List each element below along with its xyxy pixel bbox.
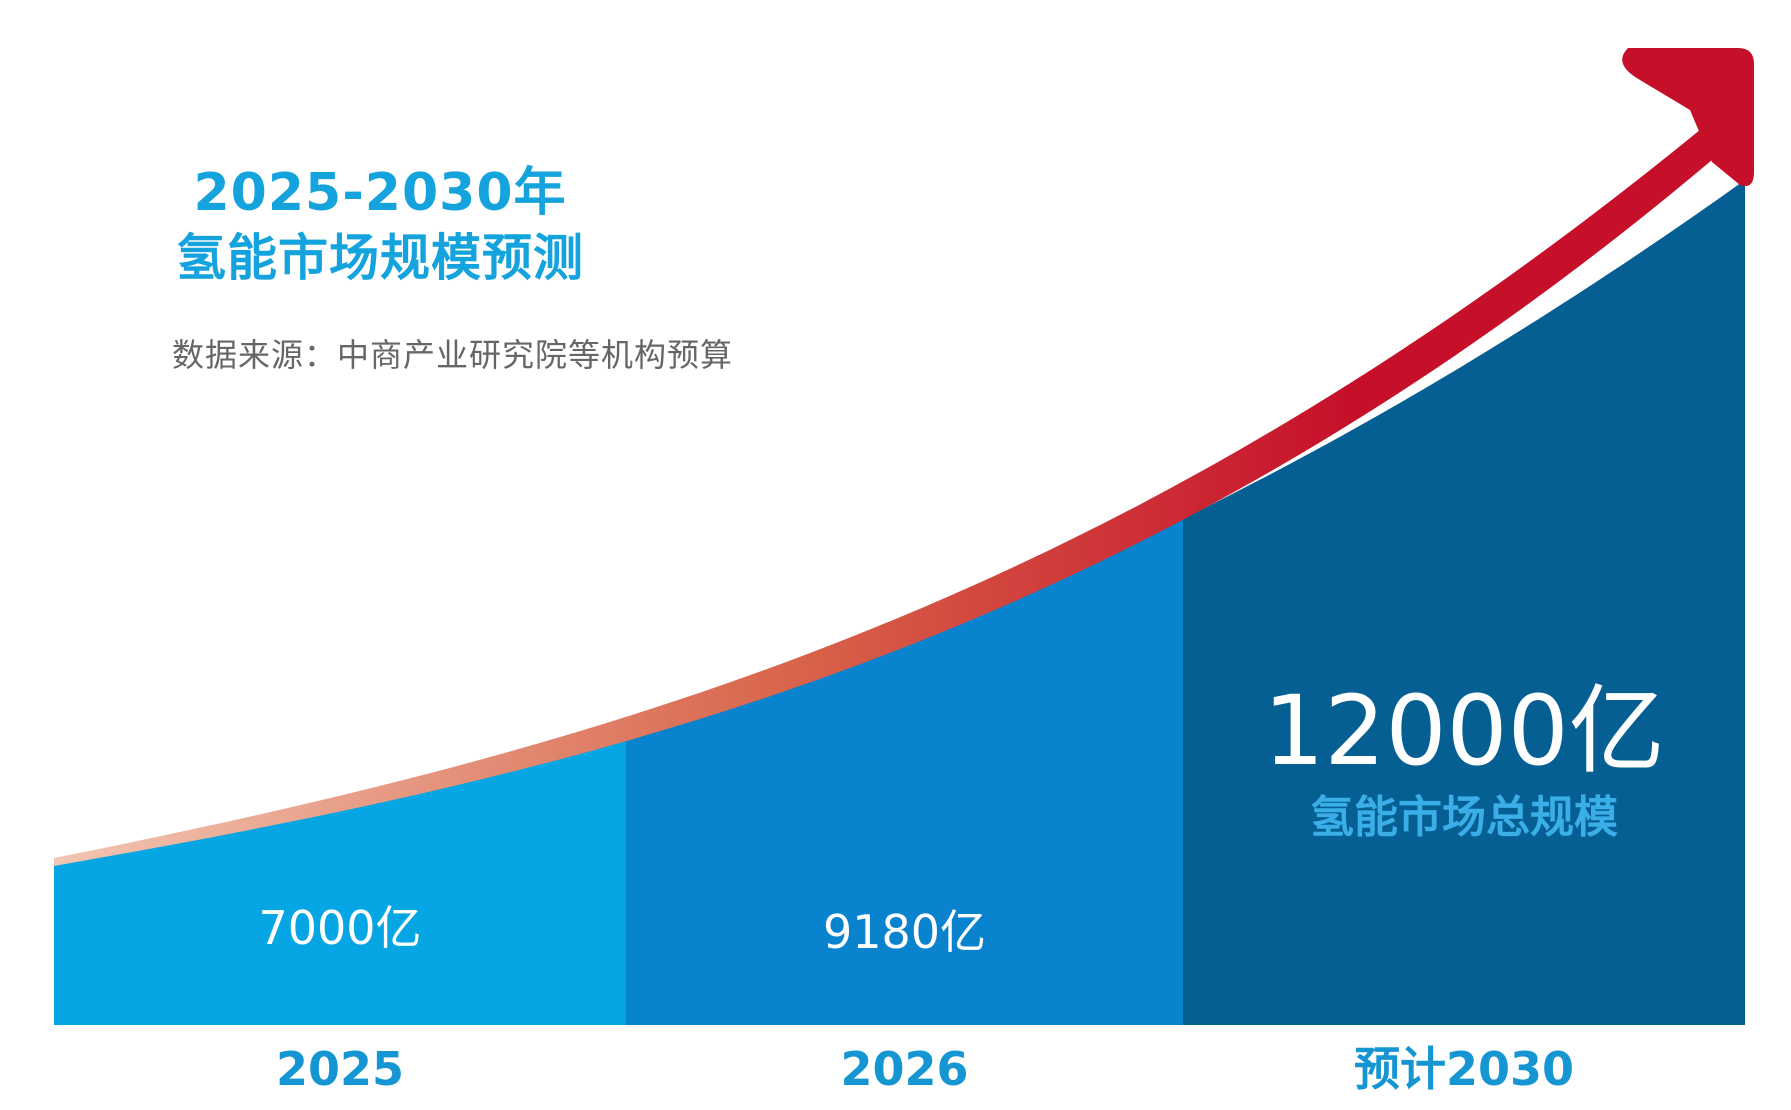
value-label-2026: 9180亿: [823, 905, 986, 959]
value-label-2030: 12000亿: [1263, 675, 1664, 787]
bar-2026: [626, 518, 1183, 1025]
bar-2025: [54, 732, 626, 1025]
page-title-line1: 2025-2030年: [193, 163, 567, 223]
bar-2030: [1183, 180, 1745, 1025]
page-title-line2: 氢能市场规模预测: [176, 229, 584, 287]
growth-arrow-head: [1622, 48, 1754, 187]
x-label-2030: 预计2030: [1354, 1042, 1574, 1096]
x-label-2026: 2026: [840, 1042, 968, 1096]
value-label-2025: 7000亿: [258, 901, 421, 955]
x-label-2025: 2025: [276, 1042, 404, 1096]
source-note: 数据来源：中商产业研究院等机构预算: [172, 336, 734, 374]
highlight-subtitle: 氢能市场总规模: [1310, 792, 1618, 843]
